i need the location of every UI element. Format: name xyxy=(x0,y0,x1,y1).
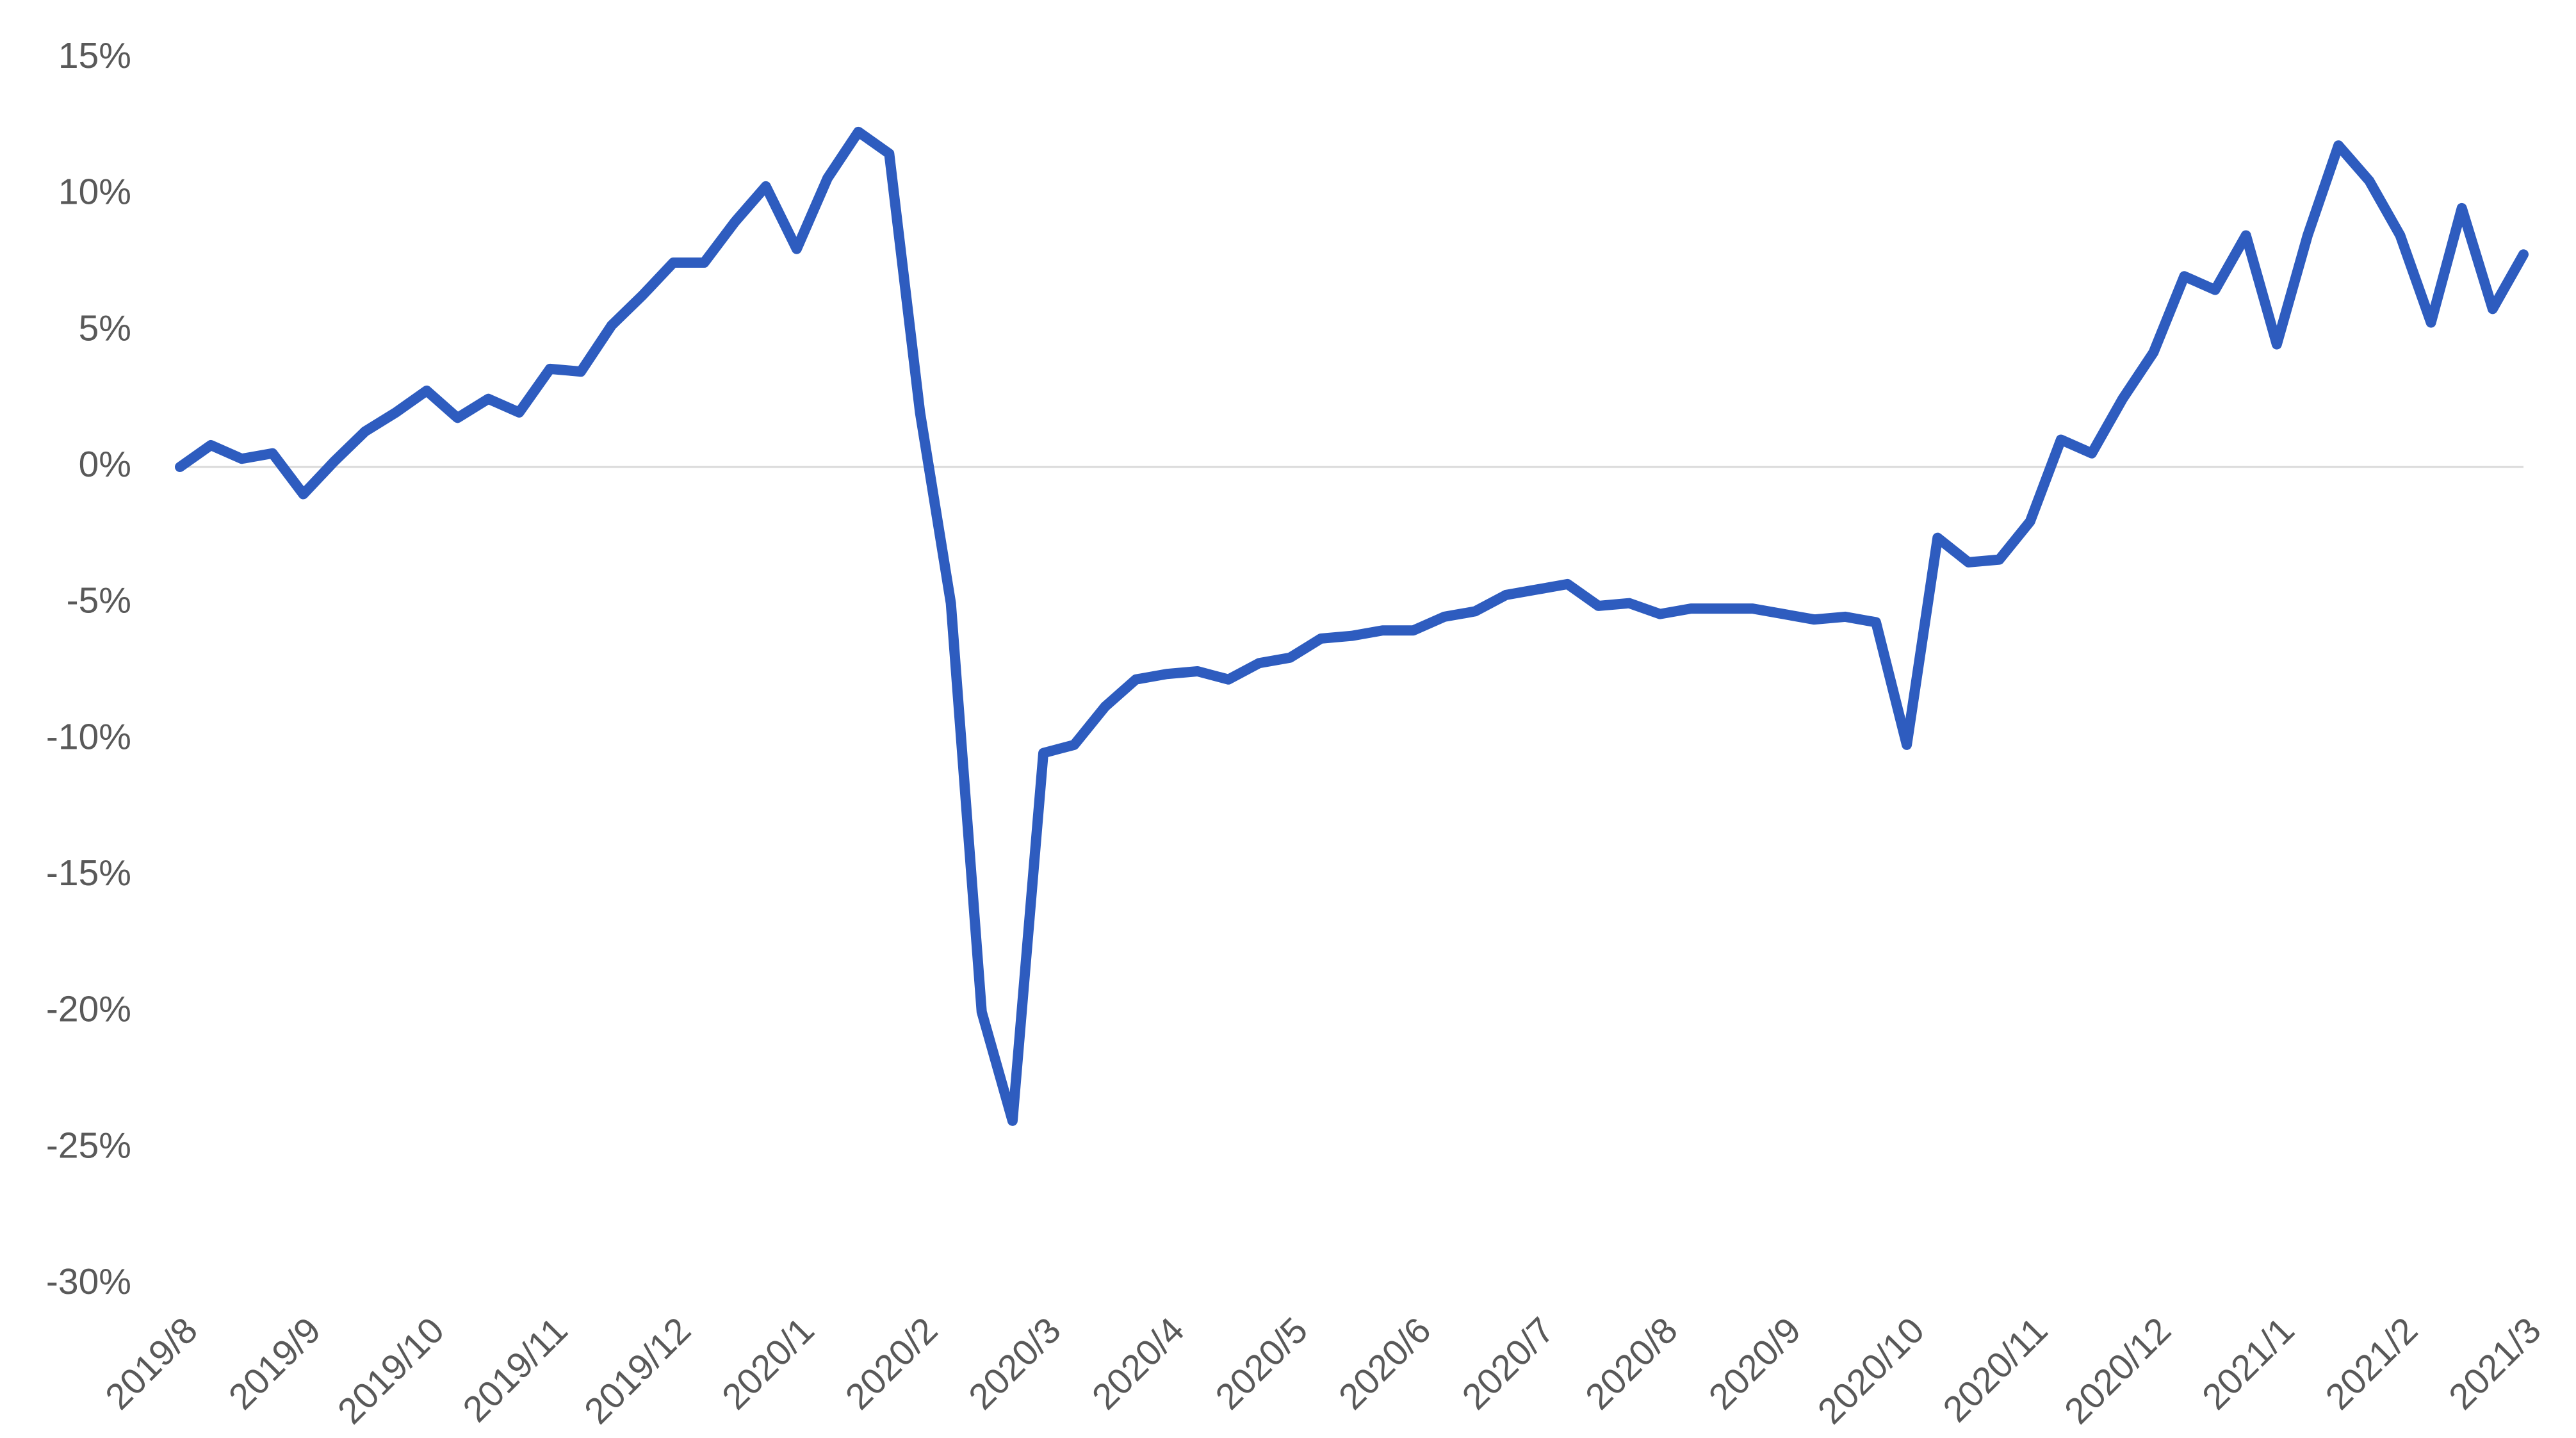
x-tick-label: 2019/9 xyxy=(221,1310,329,1418)
y-tick-label: 0% xyxy=(79,444,131,485)
line-series xyxy=(175,126,2529,1126)
y-tick-label: 10% xyxy=(58,172,131,213)
x-tick-label: 2019/12 xyxy=(576,1310,699,1432)
x-tick-label: 2020/5 xyxy=(1208,1310,1316,1418)
x-tick-label: 2019/10 xyxy=(330,1310,452,1432)
y-tick-label: -25% xyxy=(46,1125,131,1166)
x-tick-label: 2020/3 xyxy=(961,1310,1069,1418)
x-tick-label: 2020/1 xyxy=(714,1310,822,1418)
y-tick-label: -15% xyxy=(46,853,131,894)
x-tick-label: 2020/8 xyxy=(1577,1310,1686,1418)
y-tick-label: -10% xyxy=(46,716,131,757)
x-tick-label: 2021/2 xyxy=(2318,1310,2426,1418)
x-tick-label: 2020/6 xyxy=(1331,1310,1439,1418)
x-tick-label: 2020/11 xyxy=(1936,1310,2056,1430)
y-tick-label: -5% xyxy=(67,580,131,621)
x-tick-label: 2020/9 xyxy=(1701,1310,1809,1418)
x-tick-label: 2020/12 xyxy=(2057,1310,2179,1432)
y-tick-label: 5% xyxy=(79,307,131,348)
x-tick-label: 2019/11 xyxy=(455,1310,576,1430)
x-tick-label: 2020/2 xyxy=(838,1310,946,1418)
x-tick-label: 2019/8 xyxy=(97,1310,206,1418)
x-tick-label: 2020/10 xyxy=(1810,1310,1932,1432)
x-tick-label: 2021/3 xyxy=(2441,1310,2549,1418)
x-tick-label: 2020/7 xyxy=(1455,1310,1563,1418)
y-tick-label: -20% xyxy=(46,989,131,1030)
y-tick-label: 15% xyxy=(58,35,131,76)
x-tick-label: 2020/4 xyxy=(1084,1310,1193,1418)
y-tick-label: -30% xyxy=(46,1261,131,1302)
x-tick-label: 2021/1 xyxy=(2194,1310,2303,1418)
